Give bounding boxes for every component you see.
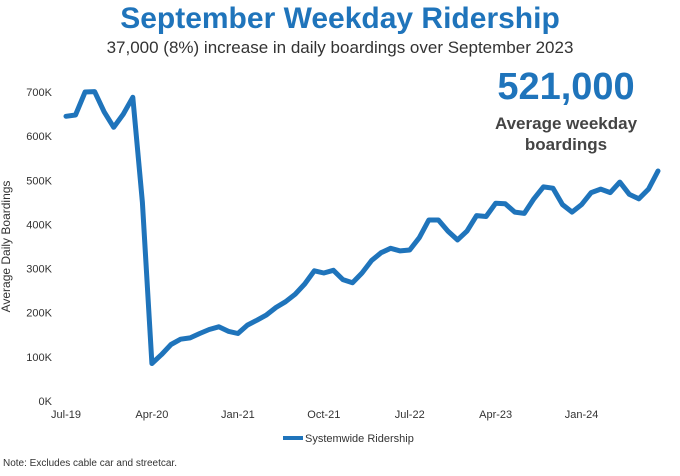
y-tick-label: 0K	[39, 396, 53, 408]
y-axis-label: Average Daily Boardings	[0, 181, 13, 313]
chart-title: September Weekday Ridership	[120, 2, 560, 35]
x-axis: Jul-19 Apr-20 Jan-21 Oct-21 Jul-22 Apr-23 Jan-…	[51, 409, 598, 421]
y-tick-label: 300K	[26, 264, 52, 276]
x-tick-label: Oct-21	[307, 409, 340, 421]
y-axis: 0K 100K 200K 300K 400K 500K 600K 700K	[26, 87, 52, 408]
x-tick-label: Apr-23	[479, 409, 512, 421]
callout-label-line1: Average weekday	[494, 114, 638, 133]
legend: Systemwide Ridership	[283, 433, 414, 445]
y-tick-label: 700K	[26, 87, 52, 99]
x-tick-label: Jan-21	[221, 409, 255, 421]
y-tick-label: 200K	[26, 308, 52, 320]
chart-subtitle: 37,000 (8%) increase in daily boardings …	[106, 38, 574, 57]
y-tick-label: 600K	[26, 131, 52, 143]
footnote: Note: Excludes cable car and streetcar.	[3, 458, 177, 469]
callout-label: Average weekday boardings	[466, 113, 666, 155]
legend-entry: Systemwide Ridership	[305, 433, 414, 445]
series-line-systemwide-ridership	[63, 89, 661, 366]
y-tick-label: 400K	[26, 219, 52, 231]
y-tick-label: 100K	[26, 352, 52, 364]
x-tick-label: Jan-24	[565, 409, 599, 421]
x-tick-label: Jul-22	[395, 409, 425, 421]
y-tick-label: 500K	[26, 175, 52, 187]
x-tick-label: Jul-19	[51, 409, 81, 421]
x-tick-label: Apr-20	[135, 409, 168, 421]
callout-value: 521,000	[497, 66, 635, 108]
series-group	[63, 89, 661, 366]
callout-label-line2: boardings	[524, 135, 608, 154]
